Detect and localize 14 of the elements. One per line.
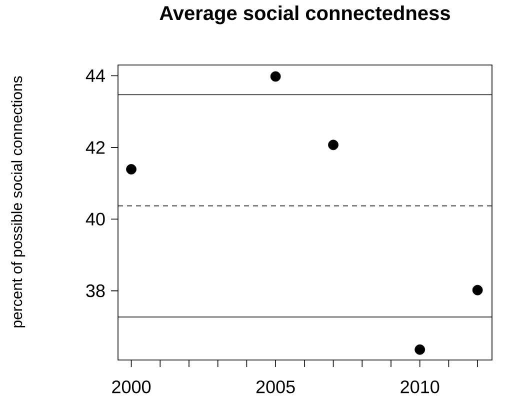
point [328, 140, 338, 150]
x-tick-label: 2005 [256, 380, 295, 394]
point [270, 71, 281, 82]
chart-title: Average social connectedness [160, 6, 450, 24]
x-tick-label: 2000 [112, 380, 151, 394]
point [472, 284, 483, 296]
point [126, 164, 136, 174]
x-tick-label: 2010 [400, 380, 440, 394]
y-axis-title: percent of possible social connections [11, 76, 26, 328]
y-tick-label: 44 [86, 70, 105, 82]
y-tick-label: 42 [86, 141, 105, 154]
y-tick-label: 40 [86, 212, 105, 226]
point [414, 344, 426, 355]
y-tick-label: 38 [86, 284, 105, 298]
